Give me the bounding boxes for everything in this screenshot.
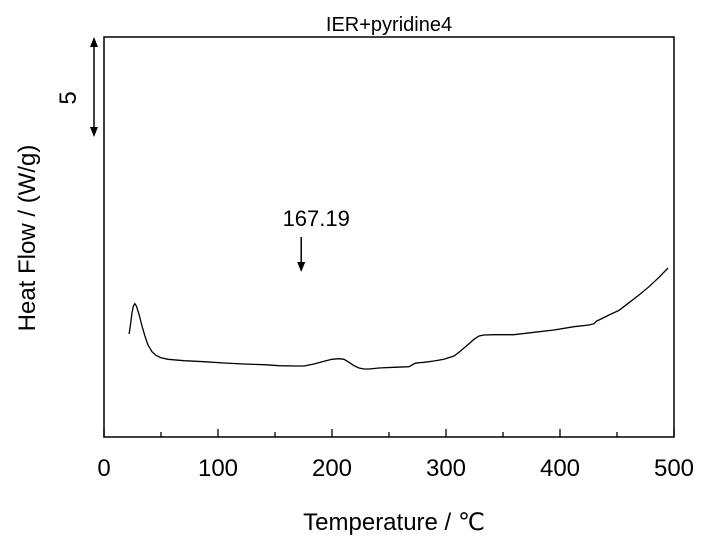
x-tick-label: 0 <box>97 455 110 482</box>
chart-title: IER+pyridine4 <box>326 14 452 36</box>
scale-bar-arrowhead-bottom <box>90 127 98 137</box>
x-axis-title: Temperature / ℃ <box>303 509 485 536</box>
y-axis-title: Heat Flow / (W/g) <box>14 145 41 332</box>
x-tick-label: 500 <box>654 455 694 482</box>
heat-flow-curve <box>128 267 669 370</box>
scale-bar-arrowhead-top <box>90 37 98 47</box>
scale-bar-label: 5 <box>55 91 82 104</box>
x-tick-label: 200 <box>312 455 352 482</box>
annotation-label: 167.19 <box>283 206 350 231</box>
annotation-arrowhead <box>297 262 306 272</box>
x-tick-label: 300 <box>426 455 466 482</box>
plot-frame <box>103 36 675 438</box>
x-tick-label: 400 <box>540 455 580 482</box>
x-tick-label: 100 <box>198 455 238 482</box>
